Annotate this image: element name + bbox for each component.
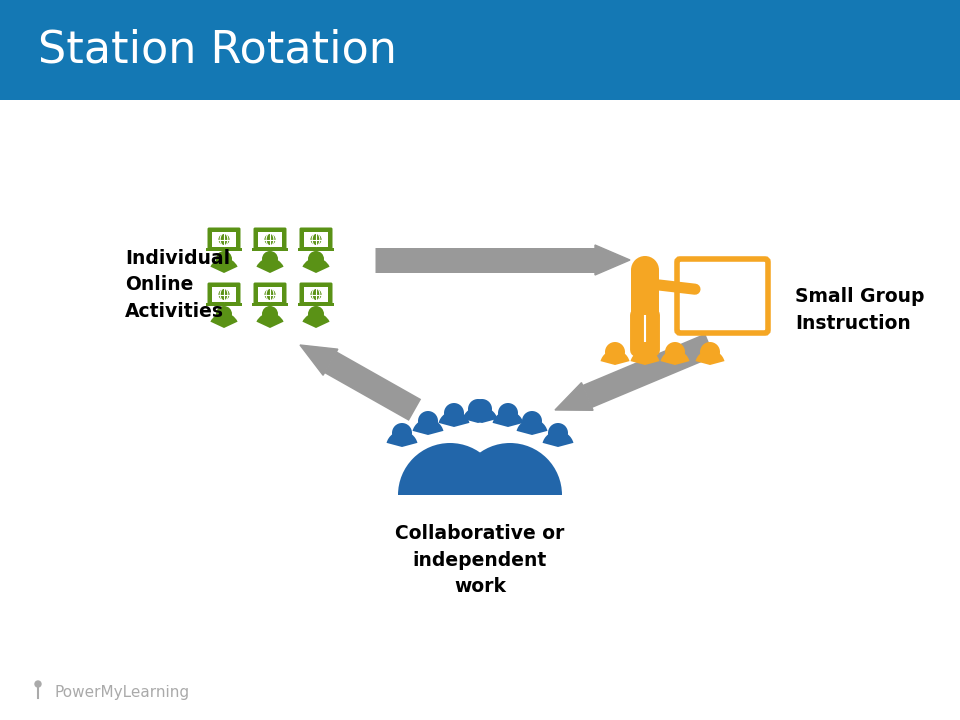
Bar [0,0,960,100]
Circle shape [264,233,276,246]
Wedge shape [302,258,329,273]
Circle shape [631,256,659,284]
Circle shape [218,233,230,246]
Wedge shape [210,313,237,328]
Wedge shape [398,443,502,495]
Wedge shape [256,313,283,328]
Wedge shape [302,313,329,328]
Text: Station Rotation: Station Rotation [38,29,396,71]
Circle shape [548,423,568,443]
Circle shape [264,288,276,301]
FancyBboxPatch shape [298,303,334,306]
FancyBboxPatch shape [304,287,328,302]
FancyBboxPatch shape [206,248,242,251]
Wedge shape [256,258,283,273]
FancyBboxPatch shape [258,232,282,247]
Wedge shape [458,443,562,495]
Circle shape [216,306,232,322]
FancyBboxPatch shape [253,228,286,251]
FancyBboxPatch shape [677,259,768,333]
Polygon shape [555,382,593,410]
Wedge shape [210,258,237,273]
Wedge shape [413,419,444,435]
FancyBboxPatch shape [300,228,332,251]
Wedge shape [467,407,497,423]
Text: Small Group
Instruction: Small Group Instruction [795,287,924,333]
Wedge shape [387,431,418,447]
Circle shape [700,342,720,362]
FancyBboxPatch shape [304,232,328,247]
Circle shape [665,342,685,362]
Wedge shape [631,350,660,365]
Circle shape [472,399,492,419]
Circle shape [444,403,464,423]
Circle shape [310,288,323,301]
Wedge shape [463,407,493,423]
Circle shape [262,251,278,267]
Wedge shape [516,419,547,435]
Circle shape [468,399,488,419]
FancyBboxPatch shape [298,248,334,251]
FancyBboxPatch shape [258,287,282,302]
Text: Collaborative or
independent
work: Collaborative or independent work [396,524,564,596]
Circle shape [605,342,625,362]
Circle shape [218,288,230,301]
Wedge shape [695,350,725,365]
FancyBboxPatch shape [253,282,286,305]
Wedge shape [492,411,523,427]
Text: Individual
Online
Activities: Individual Online Activities [125,249,230,321]
FancyBboxPatch shape [252,303,288,306]
FancyBboxPatch shape [212,287,236,302]
Circle shape [522,411,542,431]
FancyBboxPatch shape [300,282,332,305]
Circle shape [498,403,518,423]
FancyBboxPatch shape [631,270,659,315]
Polygon shape [595,245,630,275]
Circle shape [216,251,232,267]
Circle shape [392,423,412,443]
Wedge shape [542,431,573,447]
Circle shape [35,681,41,687]
Text: PowerMyLearning: PowerMyLearning [55,685,190,700]
FancyBboxPatch shape [206,303,242,306]
Polygon shape [300,345,338,375]
Wedge shape [660,350,689,365]
Circle shape [308,251,324,267]
Circle shape [262,306,278,322]
Circle shape [418,411,438,431]
Wedge shape [601,350,630,365]
Circle shape [635,342,655,362]
Wedge shape [439,411,469,427]
Circle shape [310,233,323,246]
FancyBboxPatch shape [252,248,288,251]
FancyBboxPatch shape [207,282,241,305]
FancyBboxPatch shape [212,232,236,247]
FancyBboxPatch shape [207,228,241,251]
Circle shape [308,306,324,322]
